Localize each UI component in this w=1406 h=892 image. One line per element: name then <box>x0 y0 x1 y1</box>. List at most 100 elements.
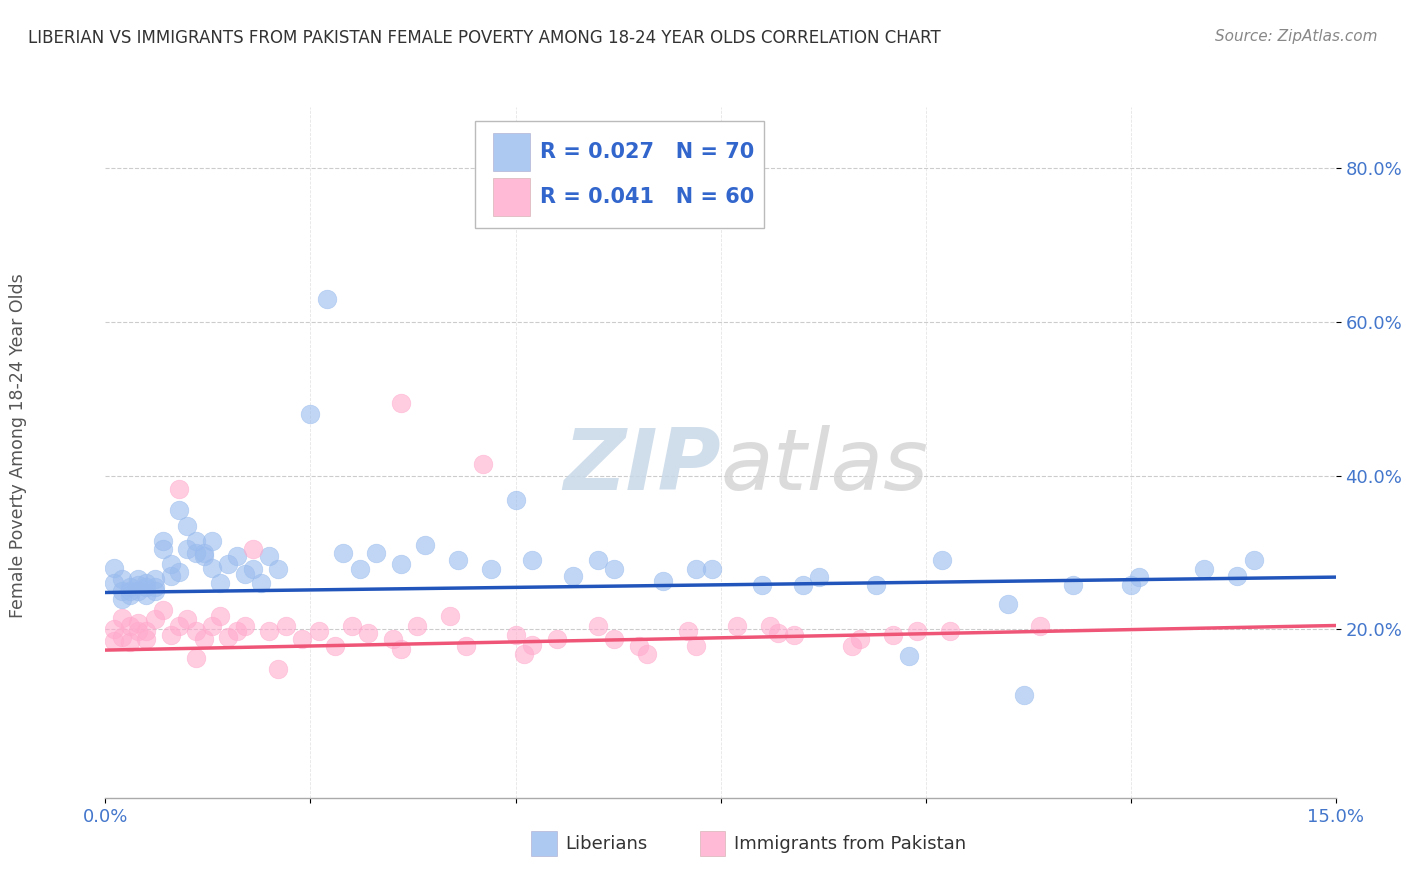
Point <box>143 573 166 587</box>
Point <box>169 618 191 632</box>
Point <box>160 557 183 571</box>
Point <box>127 578 149 592</box>
Point <box>176 518 198 533</box>
Point <box>184 650 207 665</box>
Point <box>176 612 198 626</box>
Point <box>152 541 174 556</box>
Point <box>751 578 773 592</box>
Point <box>349 562 371 576</box>
Point <box>1062 578 1084 592</box>
Point <box>603 562 626 576</box>
Point <box>184 545 207 559</box>
Point <box>520 638 543 652</box>
Text: Immigrants from Pakistan: Immigrants from Pakistan <box>734 835 966 853</box>
Point <box>176 541 198 556</box>
Point <box>135 576 157 591</box>
Point <box>127 624 149 638</box>
Text: Female Poverty Among 18-24 Year Olds: Female Poverty Among 18-24 Year Olds <box>10 274 27 618</box>
Point <box>759 618 782 632</box>
Point <box>259 549 281 564</box>
Text: Source: ZipAtlas.com: Source: ZipAtlas.com <box>1215 29 1378 44</box>
Point <box>627 639 650 653</box>
Point <box>184 624 207 638</box>
Point <box>103 576 125 591</box>
Point <box>152 534 174 549</box>
Point <box>381 632 404 646</box>
Point <box>209 608 232 623</box>
Point <box>152 603 174 617</box>
Point <box>233 567 256 582</box>
Point <box>562 568 585 582</box>
Point <box>505 628 527 642</box>
Point <box>169 503 191 517</box>
Point <box>127 583 149 598</box>
Point <box>439 608 461 623</box>
Point <box>267 662 290 676</box>
Point <box>308 624 330 638</box>
Point <box>546 632 568 646</box>
Point <box>603 632 626 646</box>
Point <box>135 624 157 638</box>
Point <box>218 630 240 644</box>
Text: Liberians: Liberians <box>565 835 647 853</box>
Point <box>259 624 281 638</box>
Point <box>120 618 141 632</box>
Point <box>389 557 412 571</box>
Text: ZIP: ZIP <box>562 425 721 508</box>
Point <box>291 632 314 646</box>
Point <box>120 635 141 649</box>
Point <box>783 628 806 642</box>
Point <box>111 583 134 598</box>
Point <box>120 580 141 594</box>
Point <box>169 565 191 579</box>
Point <box>103 561 125 575</box>
Point <box>316 292 339 306</box>
Point <box>415 538 437 552</box>
Point <box>1012 688 1035 702</box>
Point <box>120 588 141 602</box>
Point <box>160 568 183 582</box>
Point <box>111 630 134 644</box>
Point <box>865 578 887 592</box>
Point <box>456 639 478 653</box>
Point <box>652 574 675 588</box>
Point <box>520 553 543 567</box>
Point <box>997 597 1019 611</box>
Bar <box>494 178 530 216</box>
Point <box>1194 562 1216 576</box>
Point <box>111 573 134 587</box>
Point <box>135 588 157 602</box>
Point <box>201 618 224 632</box>
Point <box>201 561 224 575</box>
Point <box>233 618 256 632</box>
Point <box>849 632 872 646</box>
Point <box>406 618 429 632</box>
Point <box>808 570 831 584</box>
Point <box>931 553 953 567</box>
Point <box>685 639 707 653</box>
Point <box>193 632 215 646</box>
Point <box>586 618 609 632</box>
Point <box>471 457 494 471</box>
Point <box>389 396 412 410</box>
Point <box>332 545 354 559</box>
Point <box>792 578 814 592</box>
Bar <box>494 133 530 171</box>
Point <box>841 639 863 653</box>
Point <box>103 633 125 648</box>
Point <box>267 562 290 576</box>
Point <box>250 576 273 591</box>
Point <box>184 534 207 549</box>
Point <box>143 580 166 594</box>
Text: R = 0.041   N = 60: R = 0.041 N = 60 <box>540 187 754 207</box>
Point <box>135 632 157 646</box>
Point <box>636 647 658 661</box>
Point <box>882 628 904 642</box>
Point <box>193 545 215 559</box>
Point <box>242 562 264 576</box>
Point <box>127 616 149 631</box>
Point <box>907 624 929 638</box>
Point <box>323 639 346 653</box>
Point <box>225 624 247 638</box>
Point <box>299 407 322 421</box>
